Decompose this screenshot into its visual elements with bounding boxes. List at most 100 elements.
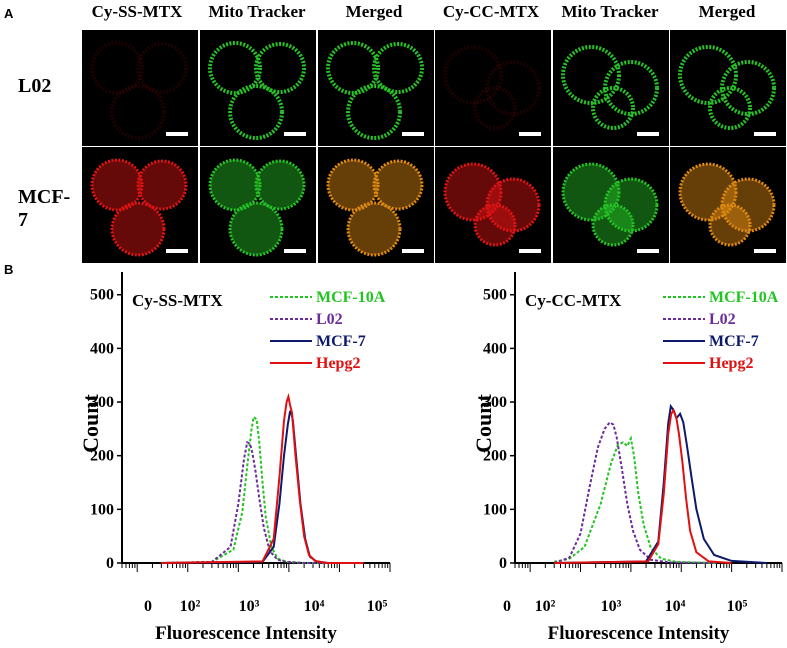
cell-body [487, 179, 539, 231]
cell-outline [708, 203, 752, 247]
column-header-merged-2: Merged [698, 2, 756, 21]
cell-outline [136, 42, 188, 94]
cell-body [348, 203, 400, 255]
micrograph-image [678, 162, 776, 247]
micrograph-image [678, 45, 776, 130]
series-line-hepg2 [161, 392, 364, 564]
micrograph-tile [82, 30, 198, 146]
cell-outline [208, 41, 262, 95]
cell-outline [678, 162, 738, 222]
column-header-mito-tracker-2: Mito Tracker [561, 2, 659, 21]
legend-label: MCF-7 [316, 333, 366, 350]
y-tick-label: 100 [90, 501, 114, 518]
y-tick-label: 200 [483, 448, 507, 465]
y-tick-label: 0 [499, 555, 507, 572]
scale-bar [637, 249, 659, 253]
cell-outline [591, 86, 635, 130]
scale-bar [402, 249, 424, 253]
cell-outline [346, 201, 402, 257]
panel-b-letter: B [4, 262, 14, 277]
legend-label: MCF-7 [709, 333, 759, 350]
scale-bar [166, 132, 188, 136]
cell-outline [485, 60, 541, 116]
panel-a-letter: A [4, 6, 14, 21]
micrograph-tile [200, 30, 316, 146]
legend-label: L02 [709, 311, 736, 328]
cell-outline [90, 41, 144, 95]
y-tick-label: 400 [90, 340, 114, 357]
histogram-cy-cc-mtx: 0 100 200 300 400 500 0 10² 10³ 10⁴ 10⁵ Fluorescenc… [471, 272, 783, 644]
histogram-cy-ss-mtx: 0 100 200 300 400 500 0 10² 10³ 10⁴ 10⁵ Fluorescenc… [78, 272, 391, 644]
cell-body [710, 205, 750, 245]
column-header-cy-cc-mtx: Cy-CC-MTX [442, 2, 540, 21]
cell-body [256, 161, 304, 209]
cell-outline [254, 159, 306, 211]
cell-outline [90, 158, 144, 212]
x-tick-label: 0 [503, 598, 511, 615]
scale-bar [519, 132, 541, 136]
micrograph-tile [553, 147, 669, 263]
cell-outline [443, 45, 503, 105]
cell-body [92, 160, 142, 210]
cell-outline [326, 41, 380, 95]
cell-body [475, 205, 515, 245]
micrograph-tile [82, 147, 198, 263]
cell-outline [254, 42, 306, 94]
micrograph-tile [318, 147, 434, 263]
cell-outline [708, 86, 752, 130]
cell-outline [372, 159, 424, 211]
legend-label: MCF-10A [709, 289, 779, 306]
cell-body [593, 205, 633, 245]
cell-outline [561, 162, 621, 222]
micrograph-tile [670, 30, 786, 146]
micrograph-tile [435, 30, 551, 146]
cell-outline [473, 203, 517, 247]
x-tick-label: 10⁴ [665, 598, 686, 615]
series-line-mcf-10a [553, 435, 717, 564]
micrograph-tile [435, 147, 551, 263]
micrograph-image [561, 162, 659, 247]
series-line-mcf-10a [161, 415, 340, 564]
column-header-cy-ss-mtx: Cy-SS-MTX [91, 2, 183, 21]
cell-outline [110, 84, 166, 140]
y-tick-label: 400 [483, 340, 507, 357]
legend-label: Hepg2 [709, 355, 753, 372]
y-tick-label: 300 [90, 394, 114, 411]
scale-bar [166, 249, 188, 253]
x-tick-label: 10⁴ [304, 598, 325, 615]
scale-bar [284, 132, 306, 136]
series-line-mcf-7 [554, 403, 767, 564]
x-tick-label: 10² [180, 598, 201, 615]
cell-outline [443, 162, 503, 222]
series-line-l02 [161, 440, 340, 564]
y-tick-label: 200 [90, 448, 114, 465]
cell-outline [678, 45, 738, 105]
legend-label: L02 [316, 311, 343, 328]
cell-outline [228, 201, 284, 257]
series-line-l02 [553, 421, 717, 564]
cell-outline [228, 84, 284, 140]
x-tick-label: 10⁵ [367, 598, 388, 615]
cell-body [605, 179, 657, 231]
row-label-mcf-7: MCF-7 [18, 186, 71, 231]
y-tick-label: 500 [90, 287, 114, 304]
cell-outline [603, 60, 659, 116]
cell-outline [208, 158, 262, 212]
cell-outline [346, 84, 402, 140]
y-tick-label: 0 [106, 555, 114, 572]
cell-body [328, 160, 378, 210]
cell-outline [136, 159, 188, 211]
cell-outline [326, 158, 380, 212]
x-axis-title: Fluorescence Intensity [548, 623, 730, 644]
series-line-hepg2 [554, 407, 732, 564]
chart-title: Cy-SS-MTX [132, 291, 223, 310]
y-axis-title: Count [78, 393, 103, 452]
micrograph-tile [318, 30, 434, 146]
cell-outline [591, 203, 635, 247]
micrograph-image [208, 41, 306, 140]
micrograph-image [90, 41, 188, 140]
x-tick-label: 10² [535, 598, 556, 615]
column-header-merged-1: Merged [345, 2, 403, 21]
cell-outline [720, 177, 776, 233]
micrograph-tile [200, 147, 316, 263]
